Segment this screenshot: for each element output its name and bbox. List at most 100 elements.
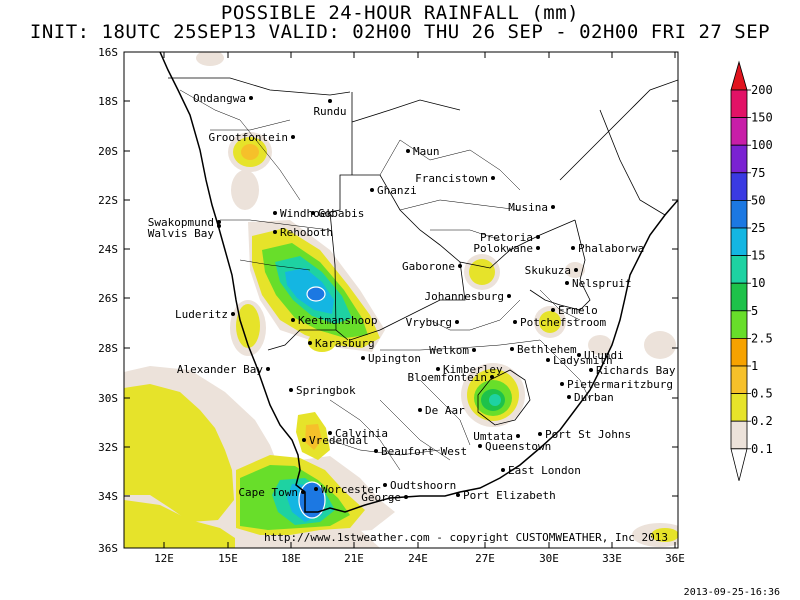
city-label: Swakopmund xyxy=(148,216,214,229)
city-label: Ondangwa xyxy=(193,92,246,105)
city-label: Grootfontein xyxy=(209,131,288,144)
city-label: Pretoria xyxy=(480,231,533,244)
city-dot xyxy=(478,444,482,448)
rain-field-east-edge xyxy=(644,331,676,359)
city-dot xyxy=(418,408,422,412)
city-dot xyxy=(513,320,517,324)
city-dot xyxy=(589,368,593,372)
city-label: Upington xyxy=(368,352,421,365)
legend-label: 15 xyxy=(751,249,765,263)
rain-field-lesotho-core xyxy=(489,394,501,406)
city-label: Welkom xyxy=(429,344,469,357)
lat-tick-label: 36S xyxy=(98,542,118,555)
city-label: East London xyxy=(508,464,581,477)
legend-swatch xyxy=(730,144,748,174)
lat-tick-label: 34S xyxy=(98,490,118,503)
city-dot xyxy=(217,224,221,228)
city-label: Kimberley xyxy=(443,363,503,376)
plot-frame xyxy=(123,51,679,549)
color-legend: 0.1 0.2 0.5 1 2.5 5 10 15 25 50 75 100 150 200 xyxy=(730,60,773,481)
city-label: Beaufort West xyxy=(381,445,467,458)
city-dot xyxy=(383,483,387,487)
city-label: Musina xyxy=(508,201,548,214)
city-dot xyxy=(361,356,365,360)
legend-label: 10 xyxy=(751,276,765,290)
city-dot xyxy=(516,434,520,438)
city-label: De Aar xyxy=(425,404,465,417)
lat-tick-label: 28S xyxy=(98,342,118,355)
city-label: Port St Johns xyxy=(545,428,631,441)
city-label: Potchefstroom xyxy=(520,316,606,329)
lat-tick-label: 20S xyxy=(98,145,118,158)
rainfall-fields xyxy=(124,52,678,548)
city-dot xyxy=(455,320,459,324)
rain-field-namibia-blue xyxy=(306,286,326,302)
city-label: Keetmanshoop xyxy=(298,314,377,327)
city-dot xyxy=(490,375,494,379)
city-dot xyxy=(406,149,410,153)
rain-field-luderitz xyxy=(236,304,260,348)
legend-label: 2.5 xyxy=(751,331,773,345)
legend-label: 0.2 xyxy=(751,414,773,428)
legend-swatch xyxy=(730,420,748,450)
legend-swatch xyxy=(730,199,748,229)
city-dot xyxy=(491,176,495,180)
city-dot xyxy=(404,495,408,499)
city-dot xyxy=(456,493,460,497)
city-label: Karasburg xyxy=(315,337,375,350)
city-label: Durban xyxy=(574,391,614,404)
city-dot xyxy=(273,230,277,234)
provincial-borders xyxy=(179,89,591,471)
city-label: Port Elizabeth xyxy=(463,489,556,502)
city-markers: Ondangwa Rundu Grootfontein Maun Francistown… xyxy=(148,92,676,504)
city-dot xyxy=(291,318,295,322)
city-label: Vryburg xyxy=(406,316,452,329)
title-line-2: INIT: 18UTC 25SEP13 VALID: 02H00 THU 26 … xyxy=(29,21,771,43)
city-dot xyxy=(328,99,332,103)
city-label: Gobabis xyxy=(318,207,364,220)
legend-top-arrow xyxy=(730,60,748,91)
legend-swatch xyxy=(730,227,748,257)
lon-tick-label: 12E xyxy=(154,552,174,565)
legend-swatch xyxy=(730,337,748,367)
timestamp: 2013-09-25-16:36 xyxy=(683,587,780,598)
city-dot xyxy=(567,395,571,399)
city-label: Alexander Bay xyxy=(177,363,263,376)
legend-label: 0.1 xyxy=(751,442,773,456)
city-label: Bloemfontein xyxy=(408,371,487,384)
city-dot xyxy=(574,268,578,272)
lon-tick-label: 36E xyxy=(665,552,685,565)
legend-label: 5 xyxy=(751,304,758,318)
city-dot xyxy=(289,388,293,392)
rain-field-grootfontein-core xyxy=(241,144,259,160)
rain-field-ulundi xyxy=(588,335,612,355)
city-label: Maun xyxy=(413,145,440,158)
city-label: Calvinia xyxy=(335,427,388,440)
lon-tick-label: 27E xyxy=(475,552,495,565)
lon-tick-label: 30E xyxy=(539,552,559,565)
lon-tick-label: 21E xyxy=(344,552,364,565)
lon-tick-label: 18E xyxy=(281,552,301,565)
city-label: Rehoboth xyxy=(280,226,333,239)
city-label: Queenstown xyxy=(485,440,551,453)
legend-swatch xyxy=(730,89,748,119)
rain-field-karasburg xyxy=(308,332,336,352)
city-dot xyxy=(551,308,555,312)
lon-tick-label: 33E xyxy=(602,552,622,565)
credit-text: http://www.1stweather.com - copyright CU… xyxy=(264,531,668,544)
city-dot xyxy=(546,358,550,362)
rain-field-ermelo xyxy=(539,311,561,333)
city-dot xyxy=(571,246,575,250)
city-label: Ulundi xyxy=(584,349,624,362)
legend-label: 200 xyxy=(751,83,773,97)
city-dot xyxy=(507,294,511,298)
city-label: Windhoek xyxy=(280,207,333,220)
city-dot xyxy=(577,353,581,357)
city-dot xyxy=(538,432,542,436)
legend-label: 1 xyxy=(751,359,758,373)
city-dot xyxy=(472,348,476,352)
lat-tick-label: 18S xyxy=(98,95,118,108)
city-dot xyxy=(328,431,332,435)
legend-swatch xyxy=(730,282,748,312)
